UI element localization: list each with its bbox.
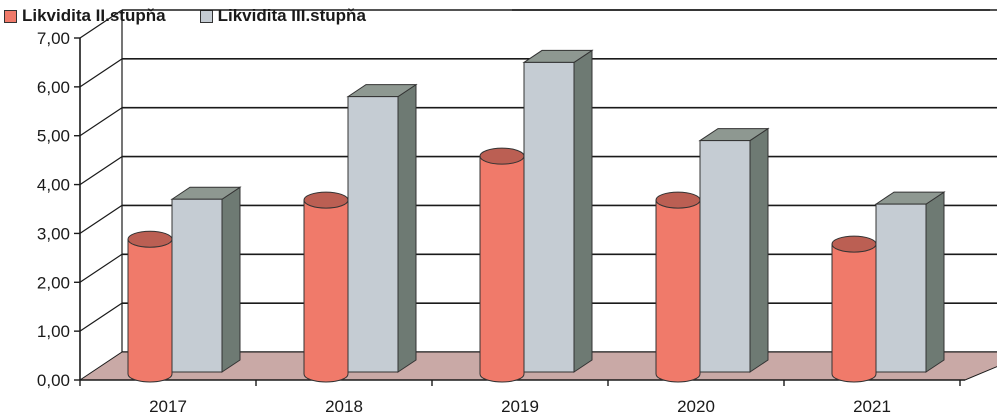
gridline-side-2 (79, 253, 123, 283)
bar-likviditaiistupa-2020 (655, 199, 701, 383)
x-tick-label-3: 2020 (677, 397, 715, 413)
bar-top-series-1-2017 (127, 230, 173, 248)
x-tick-label-0: 2017 (149, 397, 187, 413)
y-tick-label-4: 4,00 (37, 176, 70, 195)
x-tick-label-4: 2021 (853, 397, 891, 413)
bar-series-2-2017 (171, 198, 223, 373)
bar-series-2-2019 (523, 61, 575, 373)
x-tick-label-2: 2019 (501, 397, 539, 413)
y-tick-label-5: 5,00 (37, 127, 70, 146)
y-tick-label-6: 6,00 (37, 78, 70, 97)
gridline-side-6 (79, 58, 123, 88)
y-tick-label-2: 2,00 (37, 273, 70, 292)
gridline-side-3 (79, 204, 123, 234)
gridline-side-4 (79, 156, 123, 186)
y-tick-label-0: 0,00 (37, 371, 70, 390)
bar-likviditaiistupa-2018 (303, 199, 349, 383)
bar-top-series-1-2021 (831, 235, 877, 253)
bar-top-series-1-2019 (479, 147, 525, 165)
bar-series-2-2020 (699, 140, 751, 373)
bar-side-series-2-2018 (397, 83, 417, 373)
y-tick-label-1: 1,00 (37, 322, 70, 341)
bar-side-series-2-2021 (925, 191, 945, 373)
gridline-side-1 (79, 302, 123, 332)
bar-likviditaiistupa-2019 (479, 155, 525, 383)
legend-swatch-series-1 (4, 9, 17, 23)
bar-series-2-2018 (347, 96, 399, 373)
bar-side-series-2-2020 (749, 127, 769, 373)
gridline-side-7 (79, 9, 123, 39)
bar-series-2-2021 (875, 203, 927, 373)
x-tick-label-1: 2018 (325, 397, 363, 413)
bar-side-series-2-2019 (573, 49, 593, 373)
gridline-side-5 (79, 107, 123, 137)
bar-side-series-2-2017 (221, 186, 241, 373)
bar-top-series-1-2018 (303, 191, 349, 209)
y-tick-label-7: 7,00 (37, 29, 70, 48)
bar-top-series-1-2020 (655, 191, 701, 209)
y-tick-label-3: 3,00 (37, 224, 70, 243)
bar-likviditaiistupa-2017 (127, 238, 173, 383)
bar-likviditaiistupa-2021 (831, 243, 877, 383)
